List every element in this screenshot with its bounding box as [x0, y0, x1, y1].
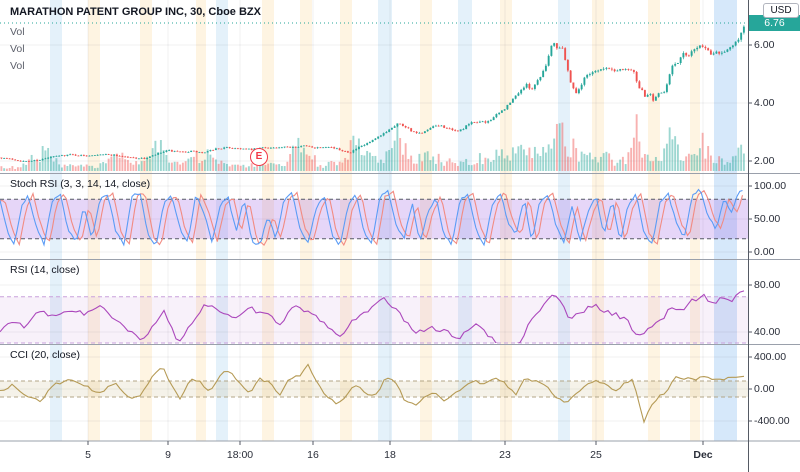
last-price-badge: 6.76 [749, 15, 800, 31]
scale-tick-label: 2.00 [754, 155, 775, 167]
legend-item-volume-1[interactable]: Vol [10, 26, 25, 38]
session-highlight-band [88, 0, 100, 441]
session-highlight-band [50, 0, 62, 441]
scale-tick-label: -400.00 [754, 415, 790, 427]
session-highlight-band [714, 0, 737, 441]
time-tick-label: 16 [307, 449, 319, 461]
scale-tick-label: 0.00 [754, 246, 775, 258]
indicator-line [0, 363, 745, 424]
session-highlight-band [592, 0, 604, 441]
symbol-title[interactable]: MARATHON PATENT GROUP INC, 30, Cboe BZX [10, 6, 261, 18]
candlestick-layer [0, 25, 745, 171]
scale-tick-label: 4.00 [754, 97, 775, 109]
legend-item-volume-3[interactable]: Vol [10, 60, 25, 72]
session-highlight-band [558, 0, 570, 441]
earnings-event-marker[interactable]: E [250, 148, 268, 166]
scale-tick-label: 0.00 [754, 383, 775, 395]
overbought-oversold-band [0, 296, 748, 343]
session-highlight-band [140, 0, 152, 441]
session-highlight-band [690, 0, 700, 441]
scale-tick-label: 80.00 [754, 279, 781, 291]
scale-tick-label: 50.00 [754, 213, 781, 225]
indicator-line [0, 188, 743, 247]
session-highlight-band [300, 0, 312, 441]
currency-label[interactable]: USD [763, 3, 799, 18]
time-tick-label: 25 [590, 449, 602, 461]
time-tick-label: 23 [499, 449, 511, 461]
time-tick-label: Dec [693, 449, 713, 461]
session-highlight-band [196, 0, 206, 441]
time-tick-label: 5 [85, 449, 91, 461]
indicator-label-stoch-rsi[interactable]: Stoch RSI (3, 3, 14, 14, close) [10, 178, 151, 190]
session-highlight-band [458, 0, 472, 441]
session-highlight-band [500, 0, 512, 441]
scale-tick-label: 40.00 [754, 326, 781, 338]
indicator-line [0, 290, 745, 343]
indicator-line [0, 189, 744, 247]
legend-item-volume-2[interactable]: Vol [10, 43, 25, 55]
time-tick-label: 18:00 [226, 449, 254, 461]
session-highlight-band [340, 0, 352, 441]
indicator-label-rsi[interactable]: RSI (14, close) [10, 264, 80, 276]
indicator-label-cci[interactable]: CCI (20, close) [10, 349, 81, 361]
time-tick-label: 18 [384, 449, 396, 461]
session-highlight-band [378, 0, 392, 441]
session-highlight-band [648, 0, 660, 441]
scale-tick-label: 400.00 [754, 351, 787, 363]
time-tick-label: 9 [165, 449, 171, 461]
scale-tick-label: 6.00 [754, 39, 775, 51]
scale-tick-label: 100.00 [754, 180, 787, 192]
